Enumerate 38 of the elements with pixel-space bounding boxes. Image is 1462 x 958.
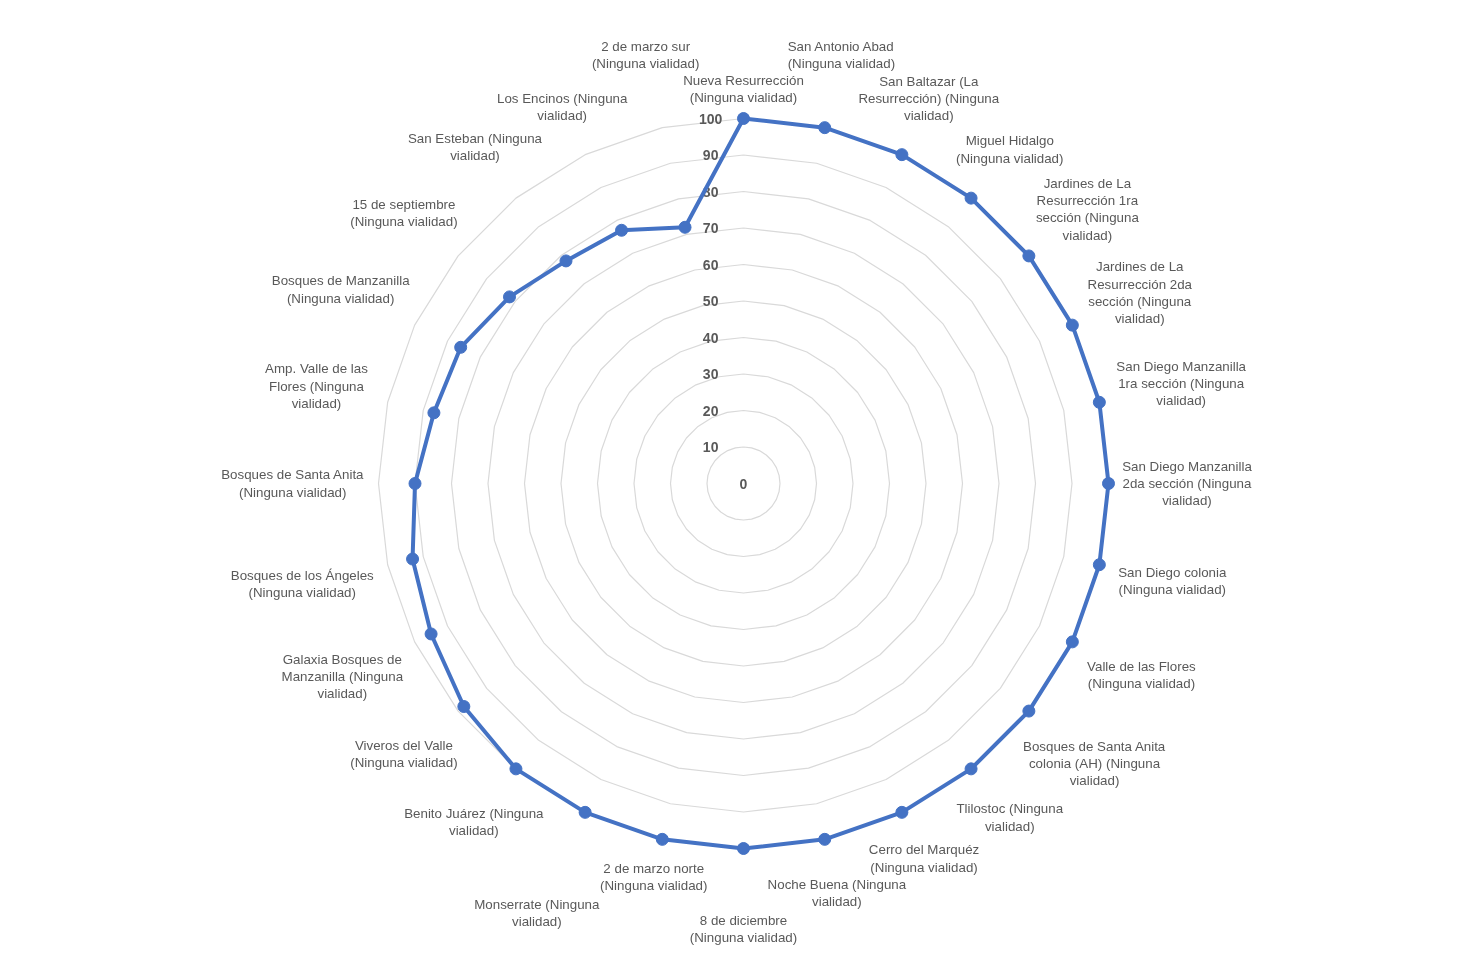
spoke-label: Monserrate (Ninguna vialidad) [474, 896, 601, 929]
y-tick-label: 40 [702, 329, 719, 346]
y-tick-label: 70 [702, 220, 719, 236]
spoke-label: Bosques de los Ángeles (Ninguna vialidad) [230, 568, 375, 601]
spoke-label: San Baltazar (La Resurrección) (Ninguna vialidad) [858, 73, 1000, 124]
y-tick-label: 90 [702, 147, 719, 163]
y-tick-label: 30 [702, 366, 719, 382]
y-tick-label: 100 [698, 110, 723, 127]
y-tick-label: 10 [702, 439, 719, 455]
spoke-label: Los Encinos (Ninguna vialidad) [496, 90, 628, 124]
spoke-label: San Esteban (Ninguna vialidad) [407, 130, 543, 163]
spoke-label: 8 de diciembre (Ninguna vialidad) [689, 912, 798, 945]
spoke-label: 15 de septiembre (Ninguna vialidad) [350, 196, 458, 229]
y-tick-label: 60 [702, 256, 719, 273]
spoke-label: Jardines de La Resurrección 2da sección (Ninguna vialidad) [1087, 259, 1193, 327]
spoke-label: Valle de las Flores (Ninguna vialidad) [1087, 659, 1197, 692]
spoke-label: Amp. Valle de las Flores (Ninguna vialidad) [265, 361, 369, 411]
spoke-label: Noche Buena (Ninguna vialidad) [767, 876, 907, 909]
spoke-label: Viveros del Valle (Ninguna vialidad) [350, 738, 458, 771]
spoke-label: Bosques de Santa Anita colonia (AH) (Ninguna vialidad) [1023, 738, 1166, 789]
y-tick-label: 50 [702, 293, 719, 309]
spoke-label: Nueva Resurrección (Ninguna vialidad) [683, 73, 804, 106]
spoke-label: San Diego Manzanilla 1ra sección (Ninguna vialidad) [1116, 358, 1247, 409]
spoke-label: 2 de marzo norte (Ninguna vialidad) [600, 860, 708, 893]
spoke-label: Galaxia Bosques de Manzanilla (Ninguna vialidad) [281, 651, 404, 702]
spoke-label: Cerro del Marquéz (Ninguna vialidad) [868, 842, 980, 875]
spoke-label: Miguel Hidalgo (Ninguna vialidad) [956, 133, 1064, 166]
spoke-label: Benito Juárez (Ninguna vialidad) [404, 805, 545, 838]
spoke-label: Jardines de La Resurrección 1ra sección (Ninguna vialidad) [1035, 175, 1140, 243]
spoke-label: San Diego Manzanilla 2da sección (Ninguna vialidad) [1122, 458, 1253, 509]
spoke-label: Tlilostoc (Ninguna vialidad) [956, 801, 1064, 834]
y-tick-label: 20 [702, 402, 719, 419]
y-tick-label: 0 [739, 475, 748, 492]
spoke-label: 2 de marzo sur (Ninguna vialidad) [591, 38, 700, 71]
spoke-label: Bosques de Santa Anita (Ninguna vialidad) [221, 467, 365, 500]
spoke-label: San Antonio Abad (Ninguna vialidad) [787, 38, 896, 71]
spoke-label: San Diego colonia (Ninguna vialidad) [1118, 565, 1227, 598]
spoke-label: Bosques de Manzanilla (Ninguna vialidad) [271, 273, 411, 306]
